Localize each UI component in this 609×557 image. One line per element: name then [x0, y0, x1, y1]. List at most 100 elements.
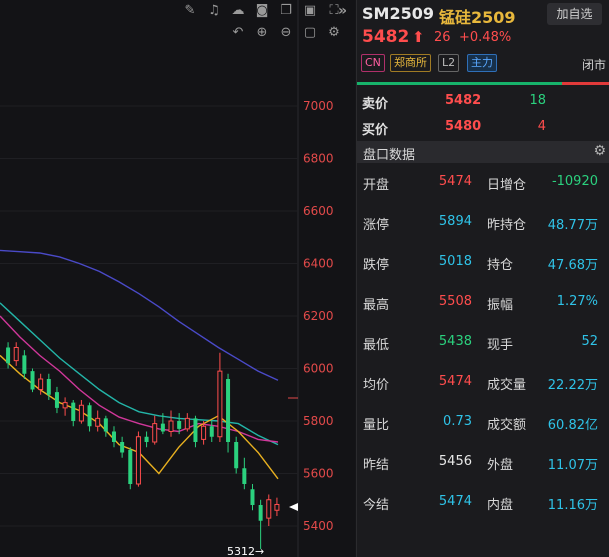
- low-price-label: 5312→: [227, 545, 264, 557]
- candle: [152, 415, 158, 445]
- market-data-row: 最高 5508 振幅 1.27%: [357, 290, 609, 316]
- candle: [95, 410, 101, 432]
- undo-icon[interactable]: ↶: [232, 25, 244, 40]
- candle: [54, 386, 59, 414]
- stat-label: 内盘: [487, 498, 514, 513]
- stat-value: 11.16万: [547, 498, 598, 513]
- quote-header: SM2509 锰硅2509 加自选 5482 ⬆ 26 +0.48% CN 郑商…: [357, 0, 609, 85]
- candle-body: [87, 405, 92, 427]
- market-data-row: 跌停 5018 持仓 47.68万: [357, 250, 609, 276]
- candle-body: [177, 421, 182, 429]
- ask-volume: 18: [529, 93, 546, 108]
- market-tag-cn: CN: [361, 54, 385, 72]
- bid-label: 买价: [362, 123, 389, 138]
- stat-value: 1.27%: [556, 294, 598, 309]
- stat-label: 最高: [363, 298, 390, 313]
- stat-value: 5474: [438, 374, 472, 389]
- candle: [266, 494, 272, 526]
- candle-body: [6, 347, 11, 364]
- candle: [168, 410, 174, 437]
- candle-body: [160, 423, 165, 432]
- candle: [217, 352, 223, 442]
- stat-value: 22.22万: [547, 378, 598, 393]
- price-change-percent: +0.48%: [459, 30, 512, 45]
- candle: [13, 342, 19, 366]
- add-to-watchlist-button[interactable]: 加自选: [547, 3, 602, 25]
- candle-body: [274, 503, 280, 511]
- pencil-icon[interactable]: ✎: [184, 3, 196, 18]
- y-tick-label: 5600: [303, 467, 334, 481]
- stat-value: -10920: [551, 174, 598, 189]
- stat-value: 60.82亿: [547, 418, 598, 433]
- zoom-out-icon[interactable]: ⊖: [280, 25, 292, 40]
- stat-value: 52: [581, 334, 598, 349]
- stat-value: 5894: [438, 214, 472, 229]
- bid-row[interactable]: 买价 5480 4: [357, 115, 609, 139]
- candle: [6, 342, 11, 369]
- presentation-icon[interactable]: ▣: [303, 3, 317, 18]
- stat-label: 外盘: [487, 458, 514, 473]
- copy-icon[interactable]: ❐: [280, 3, 292, 18]
- reset-view-icon[interactable]: ▢: [303, 25, 317, 40]
- candle-body: [193, 418, 198, 442]
- symbol-code: SM2509: [362, 4, 434, 23]
- quote-panel: SM2509 锰硅2509 加自选 5482 ⬆ 26 +0.48% CN 郑商…: [356, 0, 609, 557]
- chart-toolbar-top: ✎ ♫ ☁ ◙ ❐ ▣ ⛶: [183, 3, 341, 19]
- candle-body: [144, 436, 149, 442]
- collapse-chevron-icon[interactable]: »: [338, 3, 348, 19]
- candle: [177, 413, 182, 435]
- candle-body: [250, 489, 255, 505]
- candle-body: [168, 420, 174, 432]
- symbol-name: 锰硅2509: [439, 8, 516, 27]
- cloud-upload-icon[interactable]: ☁: [231, 3, 245, 18]
- market-data-row: 量比 0.73 成交额 60.82亿: [357, 410, 609, 436]
- candle-body: [258, 505, 263, 521]
- stat-value: 5474: [438, 174, 472, 189]
- candle: [258, 499, 263, 550]
- fullscreen-icon[interactable]: ⛶: [329, 3, 339, 18]
- ask-label: 卖价: [362, 97, 389, 112]
- ma-line-cyan: [0, 302, 279, 446]
- section-settings-icon[interactable]: ⚙: [593, 143, 606, 159]
- bid-price: 5480: [445, 119, 482, 134]
- stat-label: 涨停: [363, 218, 390, 233]
- y-tick-label: 6800: [303, 152, 334, 166]
- market-data-row: 开盘 5474 日增仓 -10920: [357, 170, 609, 196]
- up-arrow-icon: ⬆: [412, 28, 425, 46]
- candle-body: [13, 347, 19, 362]
- candle: [226, 373, 231, 453]
- level2-tag[interactable]: L2: [438, 54, 460, 72]
- zoom-in-icon[interactable]: ⊕: [256, 25, 268, 40]
- settings-icon[interactable]: ⚙: [328, 25, 340, 40]
- candle-body: [95, 417, 101, 427]
- stat-value: 5474: [438, 494, 472, 509]
- candle: [30, 368, 35, 393]
- candle: [193, 415, 198, 448]
- candle-body: [103, 418, 108, 432]
- stat-value: 0.73: [443, 414, 472, 429]
- candle: [87, 402, 92, 432]
- candle-body: [111, 431, 116, 442]
- y-tick-label: 6200: [303, 309, 334, 323]
- candle: [135, 431, 141, 487]
- stat-label: 成交量: [487, 378, 527, 393]
- candle: [62, 397, 68, 416]
- candle: [38, 373, 44, 395]
- candle-body: [152, 423, 158, 443]
- ma-line-blue: [0, 249, 279, 381]
- camera-icon[interactable]: ◙: [255, 3, 269, 18]
- kline-chart-panel[interactable]: 7000 6800 6600 6400 6200 6000 5800 5600 5400 531…: [0, 0, 355, 557]
- market-data-section-header: 盘口数据 ⚙: [357, 141, 609, 163]
- candle: [103, 415, 108, 437]
- candle-body: [78, 404, 84, 422]
- kline-chart[interactable]: 7000 6800 6600 6400 6200 6000 5800 5600 5400 531…: [0, 0, 355, 557]
- candle: [242, 457, 247, 490]
- bell-icon[interactable]: ♫: [208, 3, 220, 18]
- market-data-row: 涨停 5894 昨持仓 48.77万: [357, 210, 609, 236]
- ask-row[interactable]: 卖价 5482 18: [357, 89, 609, 113]
- candle-body: [266, 499, 272, 519]
- stat-label: 现手: [487, 338, 514, 353]
- candle: [184, 413, 190, 432]
- candle-body: [201, 425, 207, 440]
- chart-toolbar-bottom: ↶ ⊕ ⊖ ▢ ⚙: [231, 25, 341, 41]
